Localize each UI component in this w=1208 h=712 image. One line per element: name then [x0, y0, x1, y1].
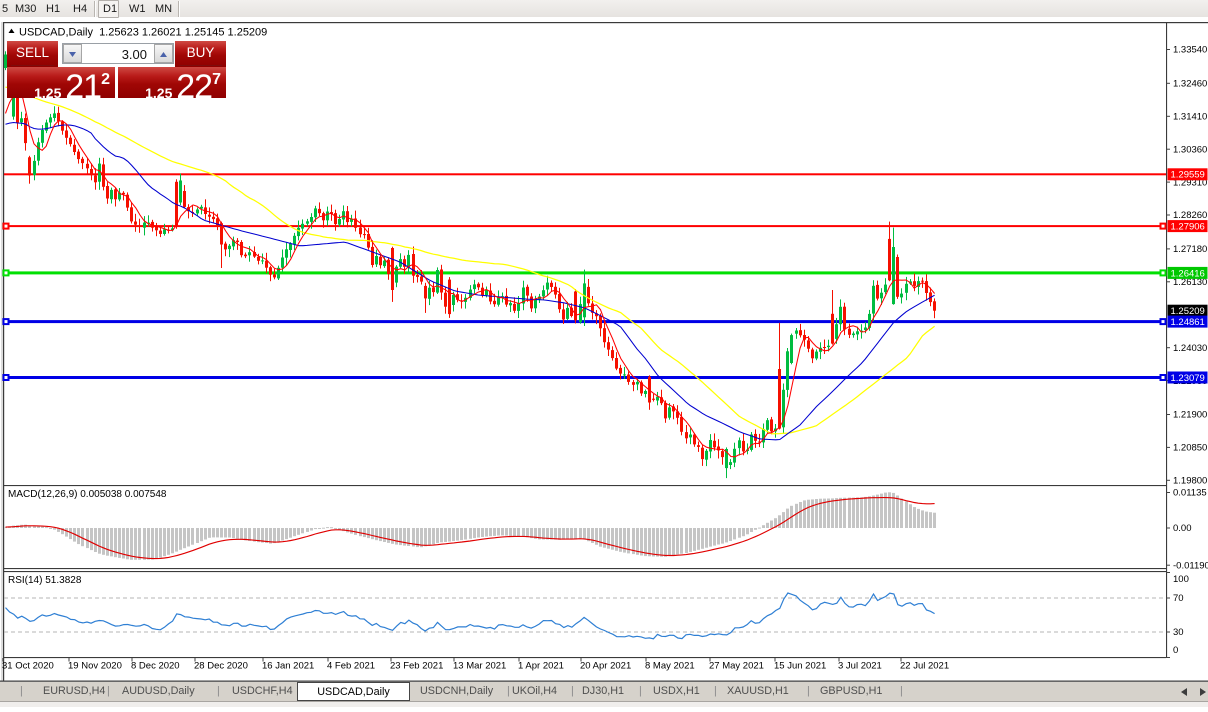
- svg-text:0.00: 0.00: [1173, 523, 1192, 534]
- svg-text:1.26130: 1.26130: [1173, 277, 1207, 288]
- svg-text:22 Jul 2021: 22 Jul 2021: [900, 661, 949, 672]
- svg-text:RSI(14) 51.3828: RSI(14) 51.3828: [8, 575, 82, 586]
- svg-text:28 Dec 2020: 28 Dec 2020: [194, 661, 248, 672]
- svg-text:8 Dec 2020: 8 Dec 2020: [131, 661, 180, 672]
- svg-text:1.31410: 1.31410: [1173, 112, 1207, 123]
- svg-text:MACD(12,26,9) 0.005038 0.00754: MACD(12,26,9) 0.005038 0.007548: [8, 489, 167, 500]
- svg-text:8 May 2021: 8 May 2021: [645, 661, 695, 672]
- svg-text:3 Jul 2021: 3 Jul 2021: [838, 661, 882, 672]
- svg-text:1 Apr 2021: 1 Apr 2021: [518, 661, 564, 672]
- svg-text:31 Oct 2020: 31 Oct 2020: [2, 661, 54, 672]
- svg-text:0: 0: [1173, 645, 1178, 656]
- svg-text:1.29310: 1.29310: [1173, 177, 1207, 188]
- svg-text:23 Feb 2021: 23 Feb 2021: [390, 661, 443, 672]
- svg-text:1.21900: 1.21900: [1173, 410, 1207, 421]
- svg-text:1.25209: 1.25209: [1171, 306, 1205, 317]
- svg-text:1.19800: 1.19800: [1173, 476, 1207, 487]
- svg-text:1.33540: 1.33540: [1173, 45, 1207, 56]
- svg-text:20 Apr 2021: 20 Apr 2021: [580, 661, 631, 672]
- svg-text:-0.01190: -0.01190: [1173, 560, 1208, 571]
- svg-text:1.20850: 1.20850: [1173, 443, 1207, 454]
- svg-text:27 May 2021: 27 May 2021: [709, 661, 764, 672]
- svg-text:13 Mar 2021: 13 Mar 2021: [453, 661, 506, 672]
- svg-text:19 Nov 2020: 19 Nov 2020: [68, 661, 122, 672]
- svg-text:100: 100: [1173, 574, 1189, 585]
- svg-text:1.30360: 1.30360: [1173, 144, 1207, 155]
- svg-text:1.32460: 1.32460: [1173, 79, 1207, 90]
- svg-text:1.24861: 1.24861: [1171, 317, 1205, 328]
- svg-text:30: 30: [1173, 627, 1184, 638]
- svg-text:USDCAD,Daily 1.25623 1.26021: USDCAD,Daily 1.25623 1.26021 1.25145 1.2…: [19, 27, 267, 39]
- svg-text:1.29559: 1.29559: [1171, 170, 1205, 181]
- svg-text:1.26416: 1.26416: [1171, 268, 1205, 279]
- svg-text:1.27180: 1.27180: [1173, 244, 1207, 255]
- svg-text:1.28260: 1.28260: [1173, 210, 1207, 221]
- svg-text:16 Jan 2021: 16 Jan 2021: [262, 661, 314, 672]
- svg-text:1.27906: 1.27906: [1171, 222, 1205, 233]
- svg-text:4 Feb 2021: 4 Feb 2021: [327, 661, 375, 672]
- svg-text:1.24030: 1.24030: [1173, 343, 1207, 354]
- svg-text:70: 70: [1173, 593, 1184, 604]
- svg-text:1.23079: 1.23079: [1171, 373, 1205, 384]
- svg-text:0.01135: 0.01135: [1173, 488, 1207, 499]
- svg-text:15 Jun 2021: 15 Jun 2021: [774, 661, 826, 672]
